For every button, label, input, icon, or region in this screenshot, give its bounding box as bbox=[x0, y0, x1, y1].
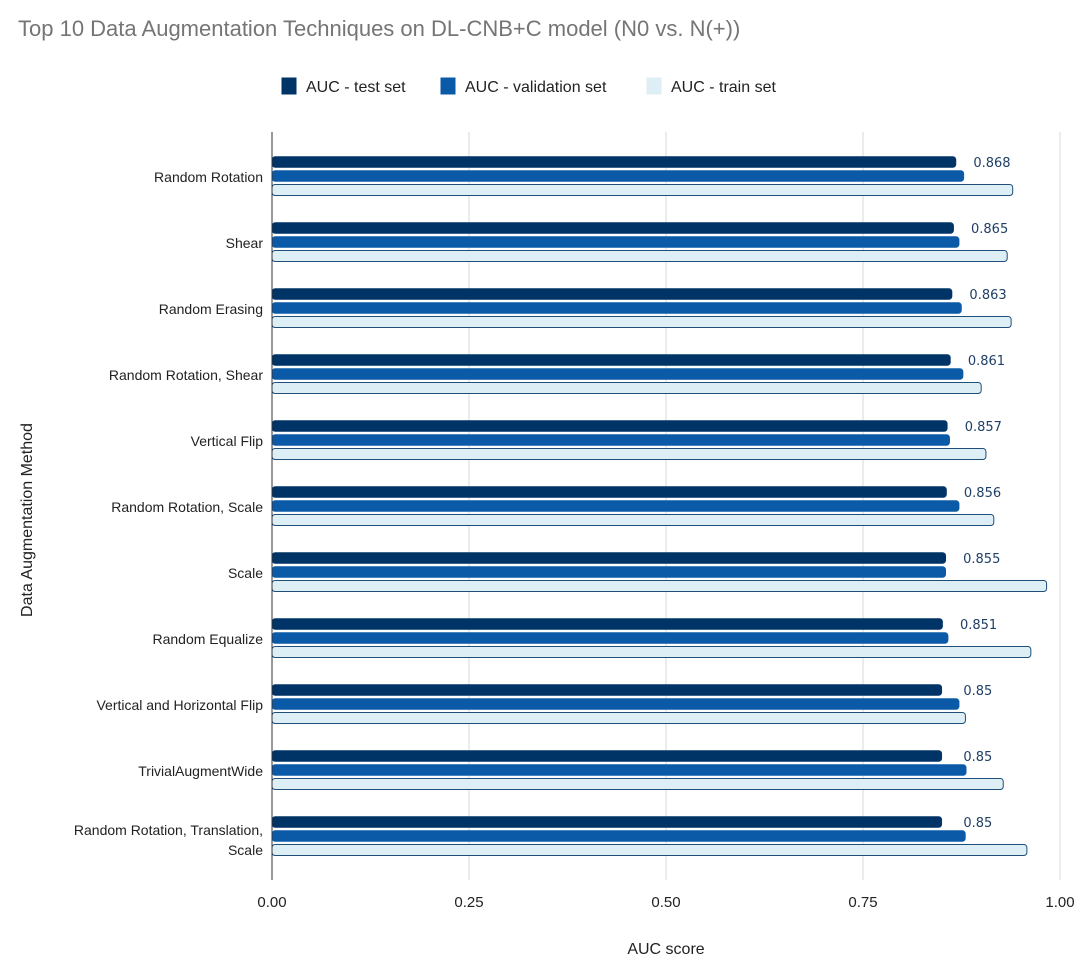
bar-auc-test-set bbox=[271, 750, 943, 762]
bar-auc-validation-set bbox=[271, 566, 946, 578]
data-labels: 0.868 0.865 0.863 0.861 0.857 0.856 0.855 0.851… bbox=[960, 156, 1011, 831]
bar-auc-validation-set bbox=[271, 500, 960, 512]
bar-auc-test-set bbox=[271, 354, 951, 366]
bar-auc-validation-set bbox=[271, 368, 964, 380]
category-label: Scale bbox=[228, 842, 263, 858]
category-label: Vertical and Horizontal Flip bbox=[96, 697, 263, 713]
category-label: Random Rotation bbox=[154, 169, 263, 185]
bar-auc-test-set bbox=[271, 816, 943, 828]
legend-swatch bbox=[646, 77, 662, 95]
bar-auc-train-set bbox=[271, 316, 1012, 328]
category-label: Random Rotation, Translation, bbox=[74, 822, 263, 838]
bar-auc-validation-set bbox=[271, 698, 960, 710]
bar-auc-train-set bbox=[271, 646, 1032, 658]
bar-auc-validation-set bbox=[271, 830, 966, 842]
bar-auc-train-set bbox=[271, 712, 966, 724]
bar-auc-test-set bbox=[271, 486, 947, 498]
x-tick-label: 0.00 bbox=[257, 894, 286, 911]
x-tick-label: 1.00 bbox=[1045, 894, 1074, 911]
y-axis-title: Data Augmentation Method bbox=[19, 423, 36, 617]
bar-auc-validation-set bbox=[271, 170, 965, 182]
bar-auc-test-set bbox=[271, 618, 943, 630]
data-label: 0.863 bbox=[969, 288, 1006, 303]
category-label: Shear bbox=[226, 235, 264, 251]
legend: AUC - test set AUC - validation set AUC - … bbox=[281, 77, 776, 96]
bar-auc-test-set bbox=[271, 684, 943, 696]
data-label: 0.861 bbox=[968, 354, 1005, 369]
data-label: 0.856 bbox=[964, 486, 1001, 501]
data-label: 0.851 bbox=[960, 618, 997, 633]
category-label: Random Equalize bbox=[152, 631, 263, 647]
legend-swatch bbox=[440, 77, 456, 95]
bar-auc-test-set bbox=[271, 552, 946, 564]
legend-label: AUC - train set bbox=[671, 79, 776, 96]
x-axis-title: AUC score bbox=[627, 941, 704, 958]
bar-auc-validation-set bbox=[271, 302, 962, 314]
chart-title: Top 10 Data Augmentation Techniques on D… bbox=[18, 16, 740, 41]
legend-label: AUC - test set bbox=[306, 79, 406, 96]
x-tick-label: 0.75 bbox=[848, 894, 877, 911]
data-label: 0.855 bbox=[963, 552, 1000, 567]
bar-auc-train-set bbox=[271, 250, 1008, 262]
category-label: Random Rotation, Scale bbox=[111, 499, 263, 515]
bar-auc-train-set bbox=[271, 448, 987, 460]
category-label: Random Rotation, Shear bbox=[109, 367, 263, 383]
bar-auc-train-set bbox=[271, 382, 982, 394]
data-label: 0.857 bbox=[965, 420, 1002, 435]
bar-auc-test-set bbox=[271, 156, 957, 168]
data-label: 0.868 bbox=[973, 156, 1010, 171]
bar-auc-train-set bbox=[271, 514, 995, 526]
bar-auc-train-set bbox=[271, 778, 1004, 790]
category-labels: Random Rotation Shear Random Erasing Random… bbox=[74, 169, 263, 858]
bar-auc-validation-set bbox=[271, 434, 950, 446]
bar-auc-test-set bbox=[271, 288, 953, 300]
data-label: 0.85 bbox=[963, 684, 992, 699]
bar-auc-train-set bbox=[271, 184, 1014, 196]
category-label: Random Erasing bbox=[159, 301, 263, 317]
data-label: 0.85 bbox=[963, 750, 992, 765]
category-label: Vertical Flip bbox=[191, 433, 264, 449]
category-label: Scale bbox=[228, 565, 263, 581]
bar-auc-validation-set bbox=[271, 632, 949, 644]
bar-auc-test-set bbox=[271, 420, 948, 432]
x-tick-labels: 0.00 0.25 0.50 0.75 1.00 bbox=[257, 894, 1074, 911]
data-label: 0.85 bbox=[963, 816, 992, 831]
category-label: TrivialAugmentWide bbox=[138, 763, 263, 779]
x-tick-label: 0.50 bbox=[651, 894, 680, 911]
bar-auc-train-set bbox=[271, 844, 1028, 856]
bar-auc-validation-set bbox=[271, 236, 960, 248]
bar-auc-validation-set bbox=[271, 764, 967, 776]
bar-auc-train-set bbox=[271, 580, 1048, 592]
bars bbox=[271, 156, 1048, 856]
legend-swatch bbox=[281, 77, 297, 95]
legend-label: AUC - validation set bbox=[465, 79, 607, 96]
data-label: 0.865 bbox=[971, 222, 1008, 237]
bar-auc-test-set bbox=[271, 222, 954, 234]
x-tick-label: 0.25 bbox=[454, 894, 483, 911]
